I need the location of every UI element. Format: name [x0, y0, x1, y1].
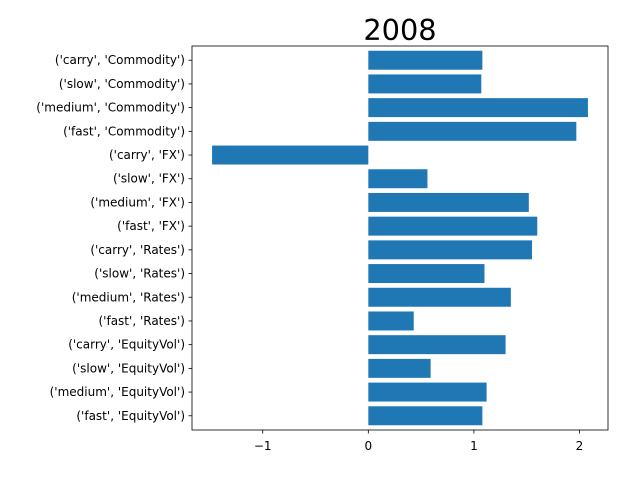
- bar: [368, 216, 538, 236]
- bar: [368, 74, 482, 94]
- bar: [368, 311, 414, 331]
- bar: [368, 192, 529, 212]
- plot-frame: [191, 45, 609, 431]
- y-tick-label: ('medium', 'Rates'): [72, 290, 185, 304]
- bar: [368, 240, 532, 260]
- bar: [368, 406, 483, 426]
- bar: [368, 335, 506, 355]
- bar: [368, 358, 431, 378]
- y-tick-label: ('carry', 'Commodity'): [55, 53, 185, 67]
- y-tick-label: ('medium', 'FX'): [90, 195, 185, 209]
- bar: [368, 121, 577, 141]
- x-tick-label: −1: [254, 439, 272, 453]
- y-tick-label: ('fast', 'Commodity'): [63, 124, 185, 138]
- y-tick-label: ('carry', 'EquityVol'): [68, 338, 185, 352]
- y-tick-label: ('medium', 'Commodity'): [36, 101, 185, 115]
- y-tick-label: ('medium', 'EquityVol'): [50, 385, 185, 399]
- x-axis: −1 0 1 2: [254, 430, 583, 453]
- bar: [368, 169, 428, 189]
- y-tick-label: ('slow', 'FX'): [113, 172, 185, 186]
- x-tick-label: 2: [576, 439, 584, 453]
- bar: [368, 287, 511, 307]
- bar: [368, 98, 588, 118]
- bars-group: [212, 50, 588, 426]
- bar: [368, 264, 485, 284]
- x-tick-label: 0: [365, 439, 373, 453]
- y-tick-label: ('slow', 'Rates'): [94, 267, 185, 281]
- bar: [368, 382, 487, 402]
- x-tick-label: 1: [470, 439, 478, 453]
- y-tick-label: ('carry', 'Rates'): [90, 243, 185, 257]
- y-axis: ('fast', 'EquityVol') ('medium', 'EquityV…: [36, 53, 192, 423]
- bar: [368, 50, 483, 70]
- y-tick-label: ('slow', 'EquityVol'): [72, 361, 185, 375]
- bar: [212, 145, 369, 165]
- y-tick-label: ('fast', 'Rates'): [99, 314, 186, 328]
- y-tick-label: ('slow', 'Commodity'): [59, 77, 185, 91]
- y-tick-label: ('carry', 'FX'): [109, 148, 185, 162]
- y-tick-label: ('fast', 'FX'): [117, 219, 185, 233]
- chart-title: 2008: [363, 13, 436, 47]
- y-tick-label: ('fast', 'EquityVol'): [76, 409, 185, 423]
